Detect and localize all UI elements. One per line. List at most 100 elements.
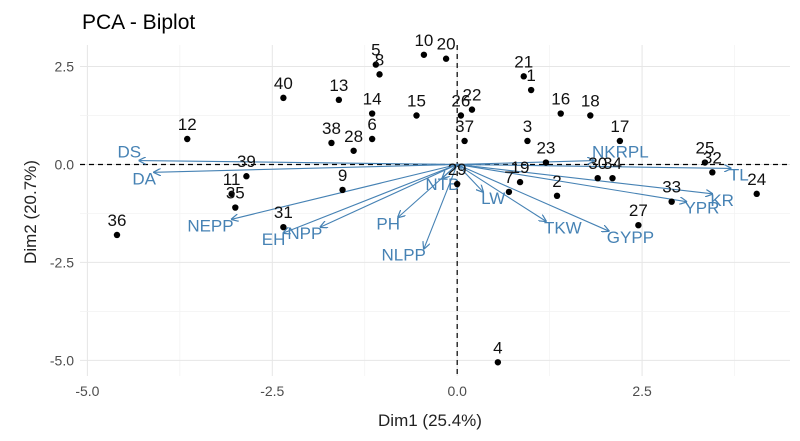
variable-arrow (442, 164, 458, 178)
y-axis-title: Dim2 (20.7%) (21, 160, 40, 264)
observation-label: 15 (407, 92, 426, 111)
variable-label: PH (376, 214, 400, 233)
observation-label: 21 (514, 52, 533, 71)
chart-title: PCA - Biplot (82, 11, 195, 34)
observation-label: 31 (274, 203, 293, 222)
observation-label: 35 (226, 184, 245, 203)
observation-label: 10 (414, 31, 433, 50)
variable-label: KR (710, 191, 734, 210)
observation-label: 14 (363, 90, 382, 109)
observation-label: 7 (504, 168, 513, 187)
observation-label: 19 (511, 158, 530, 177)
observation-label: 13 (329, 76, 348, 95)
x-tick-label: 2.5 (632, 383, 652, 399)
observation-point (587, 112, 594, 119)
x-tick-label: -5.0 (75, 383, 99, 399)
observation-point (505, 188, 513, 196)
observation-label: 5 (371, 41, 380, 60)
observation-label: 23 (536, 139, 555, 158)
observation-point (413, 112, 420, 119)
variable-arrow (457, 163, 731, 168)
axis-ticks: -5.0 -2.5 0.0 2.5 -5.0 -2.5 0.0 2.5 (50, 59, 652, 399)
observation-label: 4 (493, 338, 502, 357)
observation-point (524, 137, 531, 145)
observation-point (542, 159, 550, 166)
observation-point (453, 180, 461, 188)
observation-label: 12 (178, 115, 197, 134)
variable-arrow (320, 163, 458, 227)
observation-label: 27 (629, 201, 648, 220)
observation-label: 2 (552, 172, 561, 191)
x-axis-title: Dim1 (25.4%) (378, 411, 482, 430)
variable-arrow (283, 163, 458, 233)
observation-point (420, 51, 428, 58)
observation-point (668, 198, 675, 205)
observation-point (753, 190, 760, 198)
observation-point (280, 223, 287, 231)
variable-arrow (457, 163, 686, 201)
variable-arrow (456, 163, 609, 231)
observation-point (280, 94, 287, 102)
observation-point (339, 186, 346, 194)
observation-label: 22 (463, 86, 482, 105)
observation-label: 20 (437, 35, 456, 54)
observation-label: 3 (523, 117, 532, 136)
y-tick-label: 0.0 (55, 156, 75, 172)
variable-label: DA (132, 169, 156, 188)
variable-arrow (154, 163, 458, 172)
observation-point (709, 169, 716, 176)
observation-label: 38 (322, 119, 341, 138)
observation-label: 30 (588, 154, 607, 173)
variable-label: NKRPL (592, 143, 649, 162)
variable-label: DS (118, 143, 142, 162)
observation-point (328, 139, 335, 147)
observation-point (372, 61, 380, 68)
observation-point (461, 137, 468, 145)
observation-point (609, 174, 616, 182)
observation-point (635, 221, 642, 229)
observation-label: 1 (526, 66, 535, 85)
observation-label: 11 (223, 170, 241, 189)
observation-label: 8 (375, 50, 384, 69)
observation-point (594, 174, 601, 182)
variable-label: NPP (287, 224, 322, 243)
observation-label: 33 (662, 178, 681, 197)
observation-point (494, 359, 502, 366)
y-tick-label: -2.5 (50, 254, 74, 270)
observation-point (557, 110, 564, 117)
observation-point (113, 231, 121, 239)
variable-arrow (457, 163, 712, 193)
variable-arrow (456, 164, 546, 221)
variable-label: TL (729, 165, 749, 184)
observation-point (376, 71, 383, 78)
observation-point (243, 173, 250, 180)
observation-label: 25 (695, 139, 714, 158)
observation-point (232, 204, 239, 211)
observation-point (350, 147, 357, 154)
observation-label: 37 (455, 117, 474, 136)
variable-label: TKW (544, 218, 582, 237)
observation-label: 26 (451, 92, 470, 111)
variable-label: EH (262, 230, 286, 249)
observation-label: 39 (237, 152, 256, 171)
observation-point (468, 106, 476, 113)
variable-label: NLPP (381, 246, 425, 265)
observation-point (553, 192, 561, 200)
x-tick-label: 0.0 (447, 383, 467, 399)
observation-label: 28 (344, 127, 363, 146)
variable-arrow (456, 164, 483, 191)
variable-label: GYPP (607, 228, 654, 247)
observation-label: 6 (367, 115, 376, 134)
variable-label: LW (481, 189, 505, 208)
observation-point (184, 135, 191, 143)
variable-arrow (139, 161, 458, 166)
observation-label: 32 (703, 148, 722, 167)
variable-label: NEPP (187, 216, 233, 235)
observation-label: 9 (338, 166, 347, 185)
y-tick-label: 2.5 (55, 59, 75, 75)
observation-point (335, 96, 343, 104)
